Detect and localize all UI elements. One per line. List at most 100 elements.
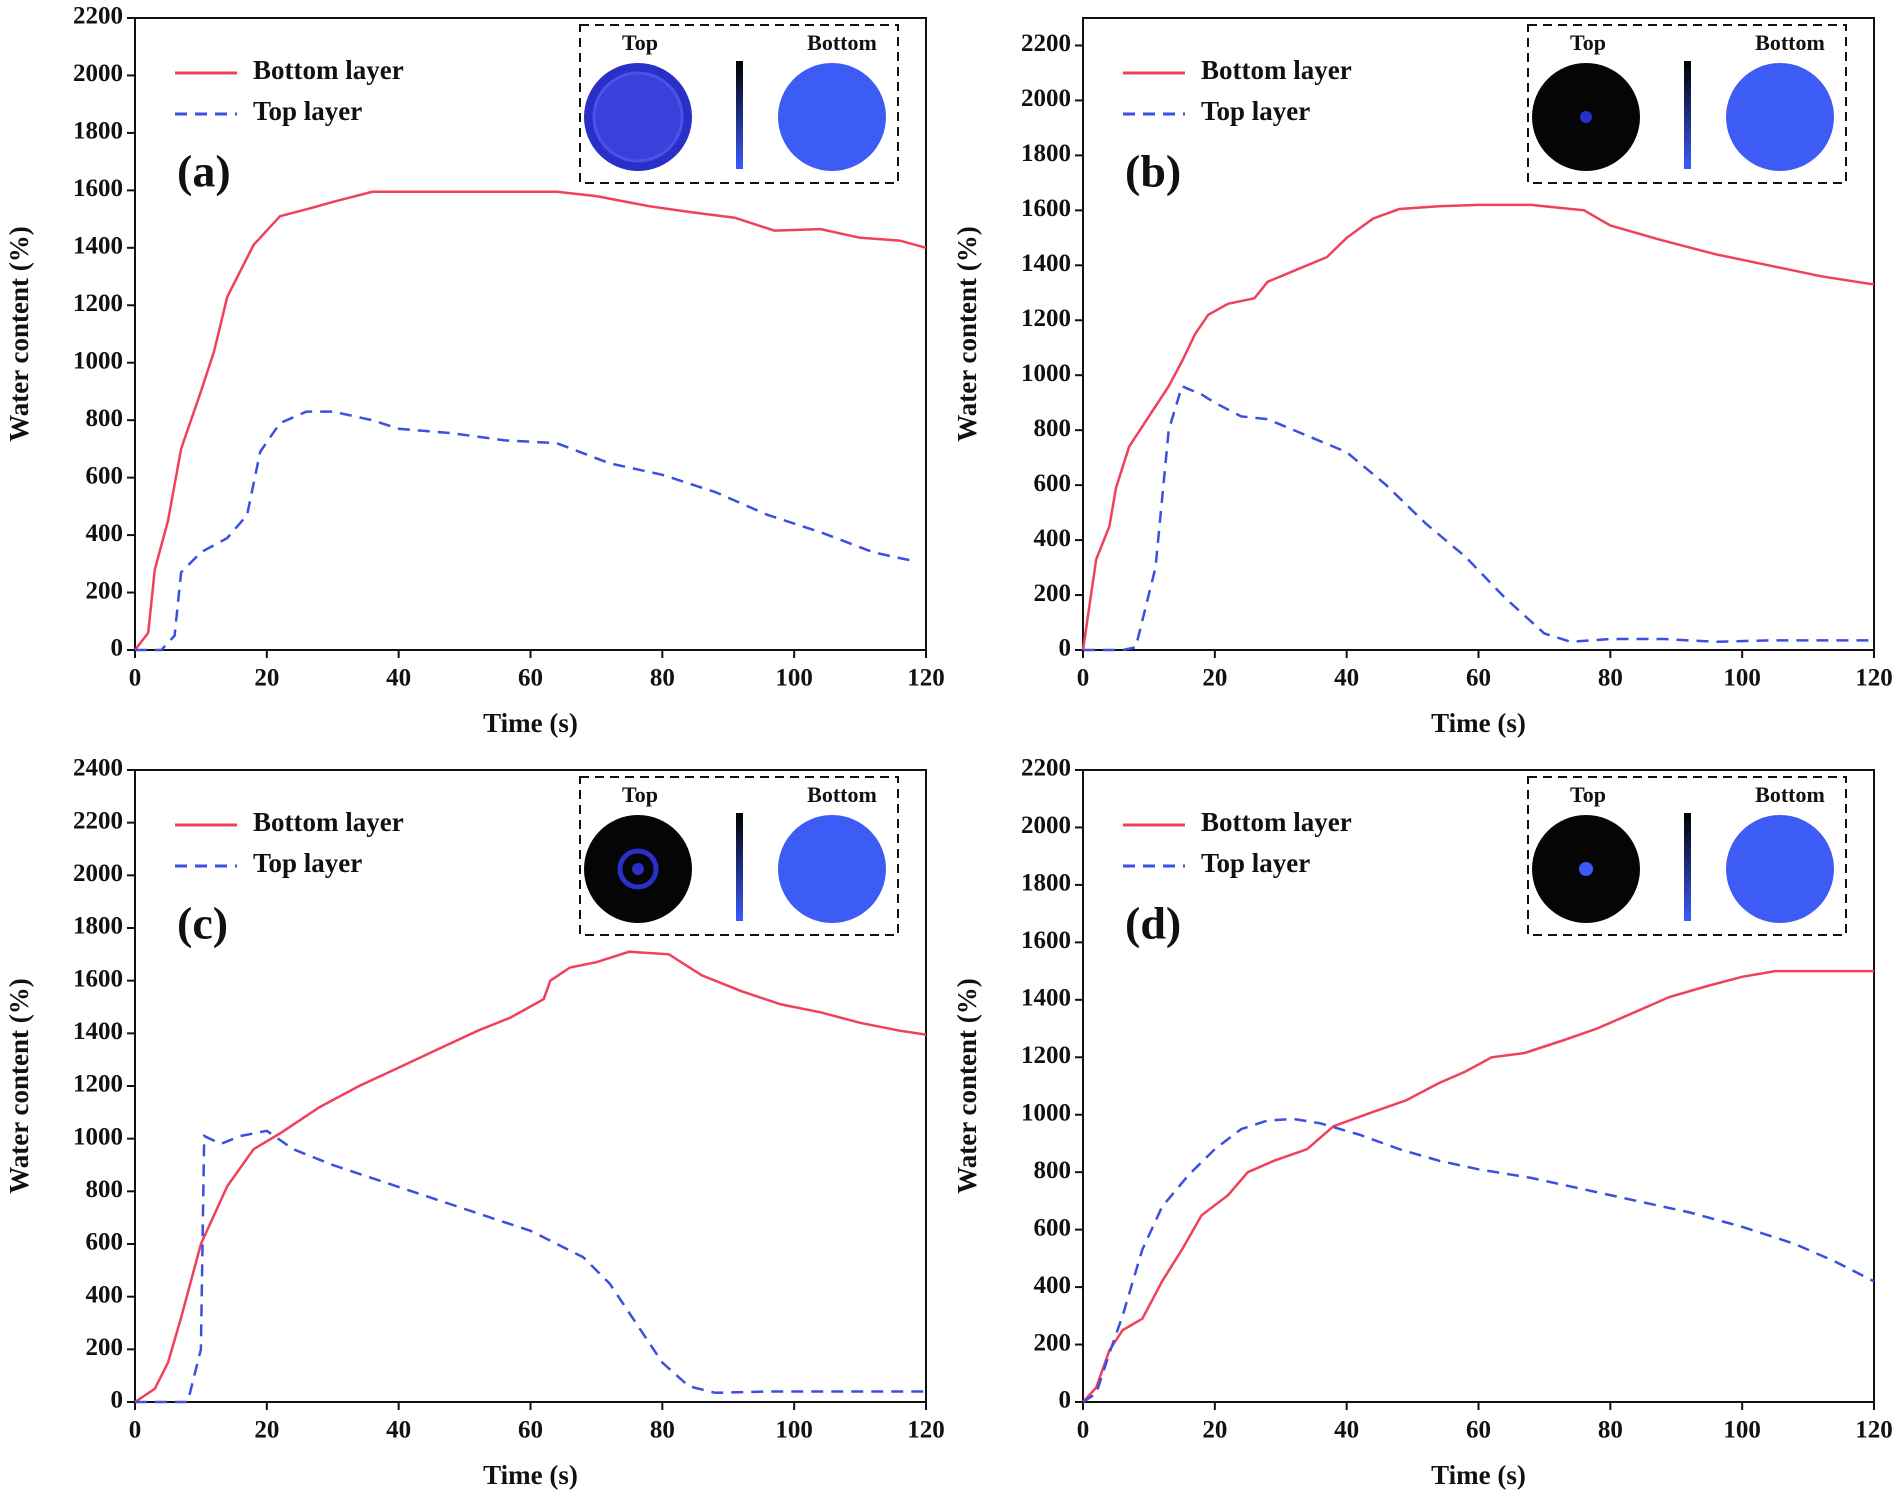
inset-colorbar <box>736 61 743 169</box>
y-tick-label: 1800 <box>1021 140 1071 167</box>
y-tick-label: 2000 <box>1021 85 1071 112</box>
x-axis-label: Time (s) <box>1431 1460 1526 1490</box>
panel-annotation: (b) <box>1125 146 1181 197</box>
x-tick-label: 80 <box>650 1417 675 1444</box>
inset-label: Top <box>1570 782 1606 807</box>
panel: 0 20 40 60 80 100 1200200400600800100012001400… <box>4 755 945 1490</box>
x-tick-label: 40 <box>386 1417 411 1444</box>
x-axis-label: Time (s) <box>483 708 578 738</box>
legend-label: Top layer <box>1201 96 1310 126</box>
x-axis-label: Time (s) <box>483 1460 578 1490</box>
panel: 0 20 40 60 80 100 1200200400600800100012001400… <box>4 3 945 738</box>
y-tick-label: 1600 <box>1021 927 1071 954</box>
y-tick-label: 2200 <box>1021 30 1071 57</box>
y-tick-label: 1200 <box>73 290 123 317</box>
y-tick-label: 2400 <box>73 755 123 782</box>
x-tick-label: 120 <box>907 1417 945 1444</box>
x-tick-label: 120 <box>1855 665 1893 692</box>
y-tick-label: 1800 <box>73 118 123 145</box>
x-tick-label: 20 <box>1202 1417 1227 1444</box>
data-line <box>134 190 927 651</box>
y-tick-label: 0 <box>1059 1387 1072 1414</box>
y-tick-label: 2000 <box>73 60 123 87</box>
y-tick-label: 400 <box>1034 525 1072 552</box>
x-axis-label: Time (s) <box>1431 708 1526 738</box>
inset-bottom-image <box>778 63 886 171</box>
y-tick-label: 800 <box>86 405 124 432</box>
x-tick-label: 100 <box>1723 1417 1761 1444</box>
y-tick-label: 1600 <box>73 965 123 992</box>
y-tick-label: 800 <box>1034 1157 1072 1184</box>
x-tick-label: 40 <box>1334 665 1359 692</box>
y-tick-label: 1800 <box>73 913 123 940</box>
y-tick-label: 200 <box>86 1334 124 1361</box>
x-tick-label: 0 <box>1077 1417 1090 1444</box>
inset-top-spot <box>632 863 644 875</box>
y-tick-label: 2200 <box>1021 755 1071 782</box>
inset-label: Bottom <box>807 30 877 55</box>
y-tick-label: 1400 <box>73 1018 123 1045</box>
legend-label: Bottom layer <box>253 55 404 85</box>
y-tick-label: 200 <box>1034 1329 1072 1356</box>
x-tick-label: 60 <box>518 665 543 692</box>
y-tick-label: 2000 <box>1021 812 1071 839</box>
y-tick-label: 1400 <box>1021 250 1071 277</box>
x-tick-label: 0 <box>1077 665 1090 692</box>
inset-bottom-image <box>778 815 886 923</box>
legend-label: Bottom layer <box>1201 807 1352 837</box>
inset-colorbar <box>1684 813 1691 921</box>
y-tick-label: 600 <box>86 1229 124 1256</box>
panel: 0 20 40 60 80 100 1200200400600800100012001400… <box>952 17 1893 738</box>
y-tick-label: 1600 <box>1021 195 1071 222</box>
y-tick-label: 800 <box>86 1176 124 1203</box>
y-tick-label: 600 <box>1034 470 1072 497</box>
x-tick-label: 0 <box>129 1417 142 1444</box>
inset-label: Top <box>622 782 658 807</box>
y-axis-label: Water content (%) <box>952 226 982 441</box>
y-tick-label: 800 <box>1034 415 1072 442</box>
legend-label: Top layer <box>253 848 362 878</box>
inset-top-image <box>592 71 684 163</box>
y-tick-label: 0 <box>111 635 124 662</box>
x-tick-label: 60 <box>1466 665 1491 692</box>
y-tick-label: 2000 <box>73 860 123 887</box>
y-tick-label: 1000 <box>73 1123 123 1150</box>
panel-annotation: (a) <box>177 146 231 197</box>
y-axis-label: Water content (%) <box>4 978 34 1193</box>
x-tick-label: 80 <box>1598 1417 1623 1444</box>
y-tick-label: 1200 <box>1021 305 1071 332</box>
data-line <box>1082 969 1874 1403</box>
panel-annotation: (c) <box>177 898 228 949</box>
x-tick-label: 60 <box>518 1417 543 1444</box>
inset-top-spot <box>1579 862 1593 876</box>
y-tick-label: 1800 <box>1021 870 1071 897</box>
inset-colorbar <box>1684 61 1691 169</box>
legend-label: Top layer <box>253 96 362 126</box>
inset-bottom-image <box>1726 63 1834 171</box>
x-tick-label: 120 <box>907 665 945 692</box>
y-tick-label: 1400 <box>73 233 123 260</box>
y-axis-label: Water content (%) <box>4 226 34 441</box>
inset-label: Bottom <box>1755 782 1825 807</box>
legend-label: Bottom layer <box>253 807 404 837</box>
y-tick-label: 1400 <box>1021 985 1071 1012</box>
y-axis-label: Water content (%) <box>952 978 982 1193</box>
y-tick-label: 1600 <box>73 175 123 202</box>
x-tick-label: 0 <box>129 665 142 692</box>
y-tick-label: 1200 <box>1021 1042 1071 1069</box>
y-tick-label: 600 <box>1034 1214 1072 1241</box>
y-tick-label: 400 <box>86 520 124 547</box>
y-tick-label: 600 <box>86 462 124 489</box>
y-tick-label: 1000 <box>73 347 123 374</box>
legend-label: Top layer <box>1201 848 1310 878</box>
panel: 0 20 40 60 80 100 1200200400600800100012001400… <box>952 755 1893 1490</box>
y-tick-label: 2200 <box>73 807 123 834</box>
x-tick-label: 100 <box>775 665 813 692</box>
data-line <box>1082 1117 1875 1404</box>
y-tick-label: 400 <box>86 1281 124 1308</box>
panel-annotation: (d) <box>1125 898 1181 949</box>
y-tick-label: 200 <box>1034 580 1072 607</box>
x-tick-label: 20 <box>1202 665 1227 692</box>
